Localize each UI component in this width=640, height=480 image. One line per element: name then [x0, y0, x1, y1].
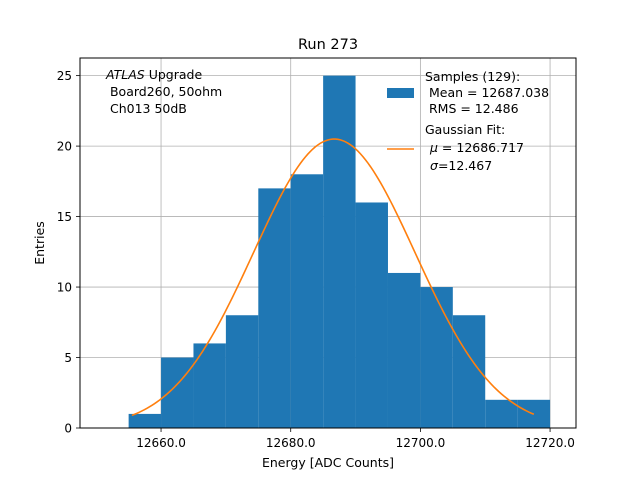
histogram-bar-5 — [290, 174, 324, 428]
mu-value: = 12686.717 — [438, 140, 524, 155]
y-tick-label-5: 25 — [57, 69, 72, 83]
x-axis-ticks: 12660.0 12680.0 12700.0 12720.0 — [136, 428, 575, 450]
mu-symbol: μ — [429, 140, 438, 155]
legend-fit-sigma: σ=12.467 — [430, 158, 492, 173]
histogram-bar-1 — [161, 357, 194, 428]
annotation-line-2: Board260, 50ohm — [106, 84, 222, 99]
legend-samples-line-1: Samples (129): — [425, 69, 520, 84]
gaussian-fit-line — [131, 138, 535, 417]
legend-fit-mu: μ = 12686.717 — [429, 140, 524, 155]
histogram-bar-3 — [225, 315, 259, 428]
annotation-line-3: Ch013 50dB — [106, 101, 187, 116]
histogram-bar-0 — [128, 413, 162, 428]
histogram-bar-6 — [323, 75, 356, 428]
y-tick-label-0: 0 — [64, 422, 72, 436]
run-annotation: ATLAS Upgrade Board260, 50ohm Ch013 50dB — [105, 67, 222, 116]
y-tick-label-1: 5 — [64, 351, 72, 365]
chart-title: Run 273 — [298, 37, 358, 53]
legend-samples-line-2: Mean = 12687.038 — [425, 85, 549, 100]
x-axis-label: Energy [ADC Counts] — [262, 455, 394, 470]
atlas-label: ATLAS — [105, 67, 145, 82]
histogram-bar-7 — [355, 202, 388, 428]
legend: Samples (129): Mean = 12687.038 RMS = 12… — [387, 69, 549, 173]
legend-samples-patch — [387, 88, 414, 98]
y-axis-label: Entries — [32, 221, 47, 265]
upgrade-label: Upgrade — [145, 67, 203, 82]
legend-fit-line-1: Gaussian Fit: — [425, 122, 505, 137]
x-tick-label-3: 12720.0 — [525, 436, 575, 450]
y-tick-label-4: 20 — [57, 140, 72, 154]
histogram-bar-11 — [485, 399, 518, 428]
histogram-bar-2 — [193, 343, 226, 428]
y-tick-label-2: 10 — [57, 281, 72, 295]
x-tick-label-2: 12700.0 — [396, 436, 446, 450]
histogram-bar-9 — [420, 287, 453, 428]
sigma-symbol: σ — [430, 158, 439, 173]
y-axis-ticks: 0 5 10 15 20 25 — [57, 69, 80, 436]
y-tick-label-3: 15 — [57, 210, 72, 224]
x-tick-label-1: 12680.0 — [266, 436, 316, 450]
annotation-line-1: ATLAS Upgrade — [105, 67, 202, 82]
plot-frame — [79, 57, 577, 429]
sigma-value: =12.467 — [438, 158, 492, 173]
histogram-bar-4 — [258, 188, 291, 428]
histogram-bars — [128, 75, 551, 428]
legend-samples-line-3: RMS = 12.486 — [425, 101, 519, 116]
x-tick-label-0: 12660.0 — [136, 436, 186, 450]
histogram-bar-8 — [387, 272, 421, 428]
